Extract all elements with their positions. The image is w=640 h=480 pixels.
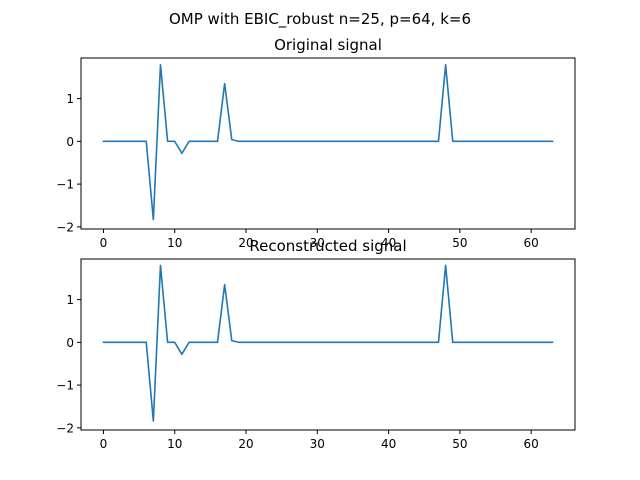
original-plot-frame [80,57,576,230]
original-signal-axes: Original signal 0 10 20 30 40 50 60 −2 −1 0 1 [56,36,576,250]
reconstructed-xtick-label: 20 [238,437,253,451]
reconstructed-xtick-label: 30 [310,437,325,451]
original-xtick-label: 60 [524,236,539,250]
original-xtick-label: 50 [452,236,467,250]
reconstructed-signal-title: Reconstructed signal [249,237,406,255]
original-ytick-label: −2 [56,220,74,234]
original-signal-line [102,64,554,221]
original-xtick-label: 30 [310,236,325,250]
reconstructed-xtick-label: 60 [524,437,539,451]
original-xtick-label: 0 [100,236,108,250]
original-xtick-label: 40 [381,236,396,250]
original-xtick-label: 10 [167,236,182,250]
reconstructed-signal-line [102,264,554,422]
figure-suptitle: OMP with EBIC_robust n=25, p=64, k=6 [169,10,471,29]
reconstructed-ytick-label: 1 [66,293,74,307]
original-ytick-label: −1 [56,178,74,192]
original-ytick-label: 1 [66,92,74,106]
reconstructed-plot-frame [80,258,576,431]
original-signal-title: Original signal [274,36,382,54]
reconstructed-ytick-label: −1 [56,379,74,393]
reconstructed-ytick-label: −2 [56,421,74,435]
reconstructed-xtick-label: 50 [452,437,467,451]
reconstructed-xtick-label: 0 [100,437,108,451]
reconstructed-xtick-label: 10 [167,437,182,451]
reconstructed-ytick-label: 0 [66,336,74,350]
original-xtick-label: 20 [238,236,253,250]
reconstructed-xtick-label: 40 [381,437,396,451]
reconstructed-signal-axes: Reconstructed signal 0 10 20 30 40 50 60 −2 −1 0 1 [56,237,576,451]
original-ytick-label: 0 [66,135,74,149]
